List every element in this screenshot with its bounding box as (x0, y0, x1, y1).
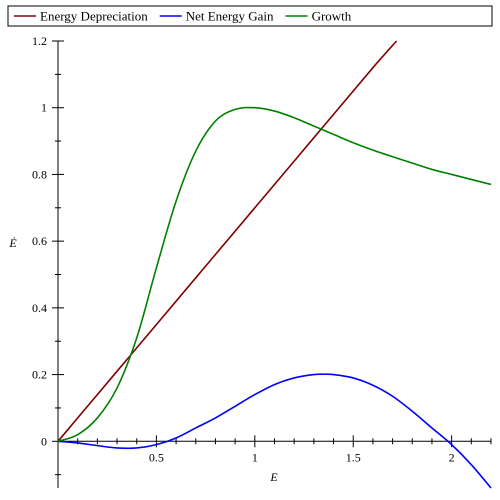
x-tick-label: 0.5 (149, 450, 164, 464)
legend-item-net-energy-gain: Net Energy Gain (159, 9, 274, 24)
legend-item-growth: Growth (285, 9, 352, 24)
x-tick-label: 2 (449, 450, 455, 464)
y-tick-label: 0.6 (32, 234, 47, 248)
y-tick-label: 1.2 (32, 34, 47, 48)
x-axis-label: E (269, 470, 278, 484)
x-tick-label: 1.5 (346, 450, 361, 464)
plot-lines (57, 40, 492, 489)
y-axis-label: Ė (8, 236, 17, 250)
legend-label: Net Energy Gain (186, 9, 274, 24)
series-line-energy-depreciation (57, 40, 398, 442)
series-line-net-energy-gain (57, 373, 492, 489)
legend-label: Growth (312, 9, 352, 24)
y-tick-label: 0.8 (32, 167, 47, 181)
axes: 0.5 1 1.5 2 0 0.2 0.4 0.6 0.8 1 1.2 (32, 34, 492, 488)
legend-label: Energy Depreciation (40, 9, 148, 24)
y-tick-label: 1 (41, 101, 47, 115)
legend-item-energy-depreciation: Energy Depreciation (14, 9, 148, 24)
y-tick-label: 0.2 (32, 368, 47, 382)
series-line-growth (57, 106, 492, 443)
y-tick-label: 0.4 (32, 301, 47, 315)
x-tick-label: 1 (252, 450, 258, 464)
legend: Energy Depreciation Net Energy Gain Growth (7, 5, 493, 27)
legend-box (7, 5, 493, 27)
y-tick-label: 0 (41, 434, 47, 448)
